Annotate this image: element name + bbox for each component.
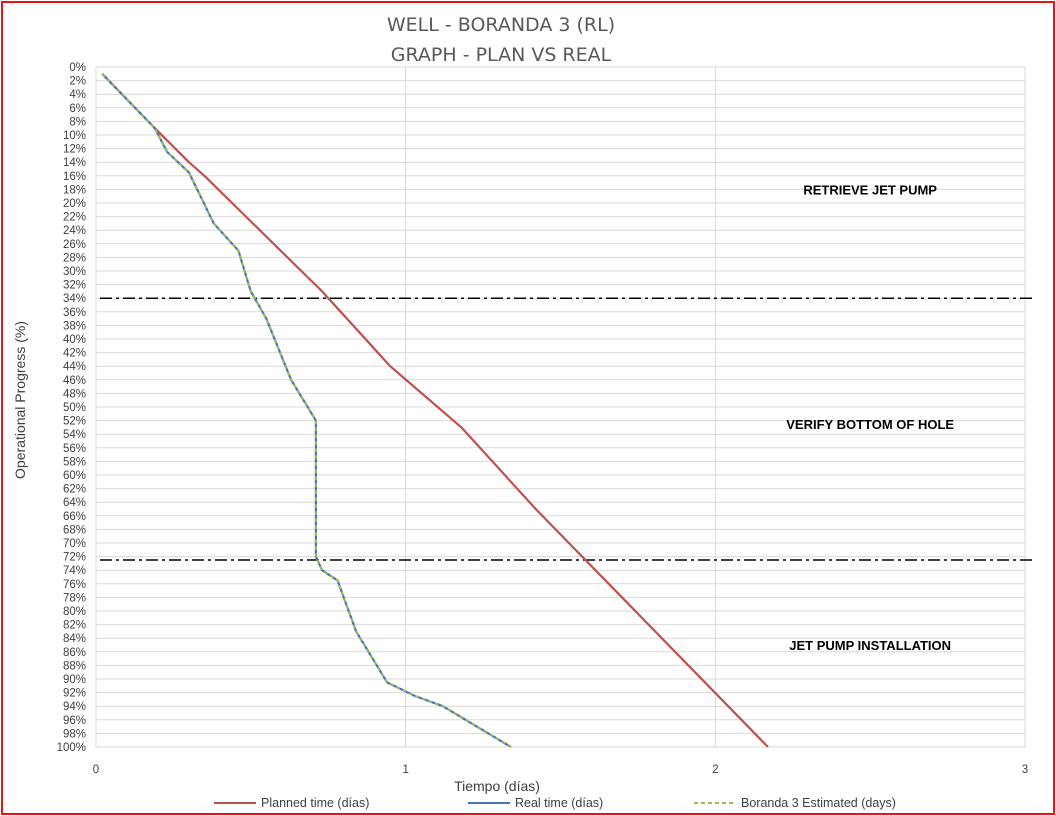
series-line-3 [101, 73, 512, 748]
y-tick-label: 68% [63, 524, 86, 536]
y-tick-label: 62% [63, 484, 86, 496]
y-tick-label: 8% [69, 116, 86, 128]
y-tick-label: 88% [63, 660, 86, 672]
y-tick-label: 70% [63, 538, 86, 550]
x-tick-label: 1 [402, 764, 408, 776]
phase-annotation: VERIFY BOTTOM OF HOLE [786, 417, 954, 432]
y-tick-label: 0% [69, 62, 86, 74]
y-tick-label: 92% [63, 688, 86, 700]
y-tick-label: 72% [63, 552, 86, 564]
y-tick-label: 80% [63, 606, 86, 618]
y-tick-label: 46% [63, 375, 86, 387]
y-tick-label: 94% [63, 701, 86, 713]
legend: Planned time (días) Real time (días) Boran… [214, 796, 896, 810]
gridlines [95, 66, 1026, 748]
y-tick-label: 34% [63, 293, 86, 305]
y-tick-label: 32% [63, 280, 86, 292]
series-line-1 [101, 73, 769, 748]
y-tick-label: 86% [63, 647, 86, 659]
y-tick-label: 24% [63, 225, 86, 237]
y-tick-label: 14% [63, 157, 86, 169]
x-axis-label: Tiempo (días) [454, 778, 540, 794]
y-tick-label: 84% [63, 633, 86, 645]
y-tick-label: 12% [63, 144, 86, 156]
legend-entry: Boranda 3 Estimated (days) [741, 796, 896, 810]
y-tick-label: 2% [69, 76, 86, 88]
y-tick-label: 54% [63, 429, 86, 441]
y-tick-label: 6% [69, 103, 86, 115]
chart-subtitle: GRAPH - PLAN VS REAL [391, 44, 612, 66]
x-tick-label: 2 [712, 764, 718, 776]
series-line-2 [101, 73, 512, 748]
legend-entry: Planned time (días) [261, 796, 369, 810]
y-tick-label: 36% [63, 307, 86, 319]
y-tick-label: 56% [63, 443, 86, 455]
x-tick-label: 0 [93, 764, 99, 776]
y-tick-label: 16% [63, 171, 86, 183]
y-tick-label: 50% [63, 402, 86, 414]
legend-entry: Real time (días) [515, 796, 603, 810]
y-tick-label: 96% [63, 715, 86, 727]
y-tick-label: 64% [63, 497, 86, 509]
y-tick-label: 44% [63, 361, 86, 373]
x-tick-label: 3 [1022, 764, 1028, 776]
phase-annotation: RETRIEVE JET PUMP [803, 182, 937, 197]
y-tick-label: 38% [63, 320, 86, 332]
y-tick-label: 82% [63, 620, 86, 632]
y-tick-label: 78% [63, 592, 86, 604]
y-tick-label: 20% [63, 198, 86, 210]
y-tick-label: 100% [57, 742, 86, 754]
x-tick-labels: 0 1 2 3 [93, 764, 1028, 776]
y-tick-label: 52% [63, 416, 86, 428]
y-tick-label: 4% [69, 89, 86, 101]
y-tick-label: 58% [63, 456, 86, 468]
y-tick-label: 10% [63, 130, 86, 142]
y-tick-label: 18% [63, 184, 86, 196]
phase-annotation: JET PUMP INSTALLATION [789, 638, 951, 653]
y-tick-label: 28% [63, 252, 86, 264]
y-tick-labels: 0% 2%4% 6%8% 10% 12%14% 16%18% 20% 22%24% 26%28%… [57, 62, 86, 754]
y-tick-label: 42% [63, 348, 86, 360]
series-lines [101, 73, 769, 748]
y-tick-label: 60% [63, 470, 86, 482]
y-tick-label: 26% [63, 239, 86, 251]
y-tick-label: 90% [63, 674, 86, 686]
y-axis-label: Operational Progress (%) [12, 321, 28, 479]
y-tick-label: 76% [63, 579, 86, 591]
y-tick-label: 48% [63, 388, 86, 400]
y-tick-label: 98% [63, 728, 86, 740]
chart-title: WELL - BORANDA 3 (RL) [387, 14, 615, 36]
y-tick-label: 30% [63, 266, 86, 278]
y-tick-label: 40% [63, 334, 86, 346]
y-tick-label: 66% [63, 511, 86, 523]
y-tick-label: 22% [63, 212, 86, 224]
y-tick-label: 74% [63, 565, 86, 577]
annotations: RETRIEVE JET PUMP VERIFY BOTTOM OF HOLE JE… [786, 182, 954, 653]
